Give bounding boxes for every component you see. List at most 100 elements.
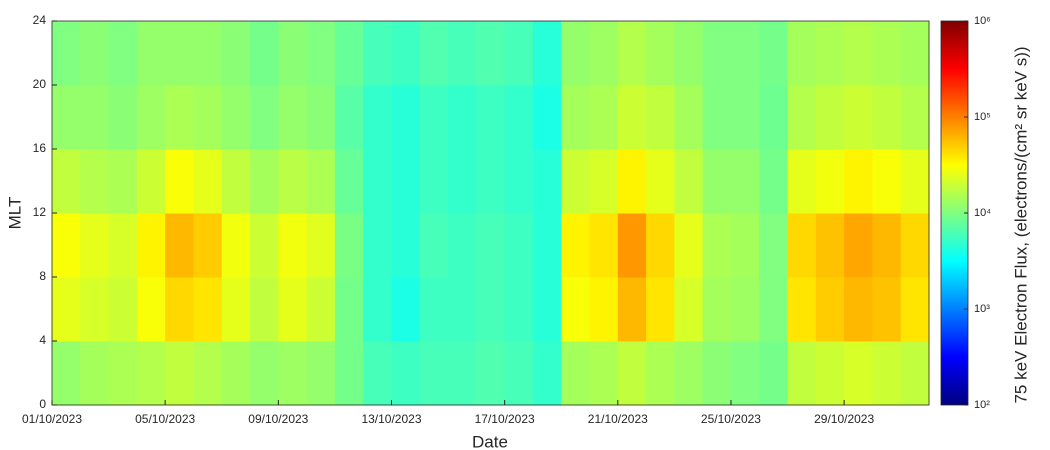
heatmap-cell (476, 149, 506, 214)
heatmap-cell (561, 341, 591, 406)
heatmap-cell (872, 149, 902, 214)
heatmap-cell (476, 21, 506, 86)
heatmap-cell (278, 21, 308, 86)
heatmap-cell (532, 149, 562, 214)
heatmap-cell (136, 341, 166, 406)
heatmap-cell (674, 277, 704, 342)
heatmap-cell (221, 21, 251, 86)
heatmap-cell (561, 85, 591, 150)
heatmap-cell (250, 149, 279, 214)
heatmap-cell (363, 21, 392, 86)
x-axis-label: Date (472, 432, 508, 450)
heatmap-cell (334, 21, 364, 86)
heatmap-cell (306, 341, 336, 406)
heatmap-cell (787, 213, 817, 278)
heatmap-cell (136, 85, 166, 150)
heatmap-cell (646, 21, 675, 86)
heatmap-cell (844, 341, 873, 406)
heatmap-cell (589, 85, 619, 150)
x-tick-label: 29/10/2023 (814, 412, 874, 426)
heatmap-cell (419, 85, 449, 150)
heatmap-cell (108, 21, 138, 86)
heatmap-cell (730, 21, 760, 86)
heatmap-cell (730, 277, 760, 342)
heatmap-cell (193, 21, 223, 86)
heatmap-cell (136, 213, 166, 278)
colorbar-tick-label: 10² (974, 399, 990, 411)
heatmap-cell (532, 213, 562, 278)
heatmap-cell (532, 341, 562, 406)
heatmap-cell (900, 341, 930, 406)
colorbar-tick-label: 10⁵ (974, 111, 991, 123)
heatmap-cell (391, 213, 421, 278)
heatmap-cell (900, 21, 930, 86)
heatmap-cell (787, 85, 817, 150)
heatmap-cell (108, 85, 138, 150)
x-tick-label: 05/10/2023 (135, 412, 195, 426)
heatmap-cell (136, 149, 166, 214)
heatmap-cell (278, 213, 308, 278)
heatmap-cell (815, 277, 845, 342)
heatmap-cell (306, 213, 336, 278)
heatmap-cell (561, 277, 591, 342)
heatmap-cell (730, 85, 760, 150)
heatmap-cell (561, 149, 591, 214)
heatmap-cell (250, 341, 279, 406)
heatmap-cell (787, 341, 817, 406)
heatmap-cell (532, 277, 562, 342)
heatmap-cell (844, 277, 873, 342)
heatmap-cell (334, 213, 364, 278)
heatmap-cell (872, 21, 902, 86)
heatmap-cell (250, 213, 279, 278)
heatmap-cell (334, 85, 364, 150)
heatmap-cell (702, 149, 732, 214)
heatmap-cell (278, 277, 308, 342)
heatmap-cell (759, 149, 789, 214)
heatmap-cell (306, 85, 336, 150)
heatmap-cell (702, 85, 732, 150)
heatmap-cell (52, 341, 81, 406)
heatmap-cell (787, 21, 817, 86)
heatmap-cell (759, 21, 789, 86)
heatmap-cell (589, 149, 619, 214)
x-tick-label: 01/10/2023 (22, 412, 82, 426)
heatmap-cell (419, 277, 449, 342)
heatmap-cell (476, 341, 506, 406)
x-tick-label: 09/10/2023 (248, 412, 308, 426)
colorbar-tick-label: 10⁴ (974, 207, 991, 219)
heatmap-cell (52, 85, 81, 150)
heatmap-cell (674, 341, 704, 406)
colorbar-label: 75 keV Electron Flux, (electrons/(cm² sr… (1011, 46, 1030, 403)
y-tick-label: 16 (33, 141, 47, 155)
heatmap-cell (108, 213, 138, 278)
heatmap-cell (872, 277, 902, 342)
heatmap-cell (419, 149, 449, 214)
heatmap-cell (844, 21, 873, 86)
heatmap-cell (674, 21, 704, 86)
heatmap-cell (391, 149, 421, 214)
heatmap-cell (844, 85, 873, 150)
heatmap-cell (221, 85, 251, 150)
heatmap-cell (250, 21, 279, 86)
heatmap-cell (363, 213, 392, 278)
heatmap-cell (136, 21, 166, 86)
heatmap-cell (165, 149, 194, 214)
heatmap-cell (306, 21, 336, 86)
heatmap-cell (815, 341, 845, 406)
heatmap-cell (221, 341, 251, 406)
heatmap-cell (589, 21, 619, 86)
heatmap-cell (702, 277, 732, 342)
heatmap-cell (589, 341, 619, 406)
heatmap-cell (278, 85, 308, 150)
heatmap-cell (561, 213, 591, 278)
heatmap-cell (391, 341, 421, 406)
heatmap-cell (476, 277, 506, 342)
x-tick-label: 17/10/2023 (475, 412, 535, 426)
heatmap-cell (80, 341, 110, 406)
heatmap-cell (532, 85, 562, 150)
heatmap-cell (900, 149, 930, 214)
heatmap-cell (815, 213, 845, 278)
y-axis-label: MLT (5, 197, 24, 230)
heatmap-cell (872, 85, 902, 150)
